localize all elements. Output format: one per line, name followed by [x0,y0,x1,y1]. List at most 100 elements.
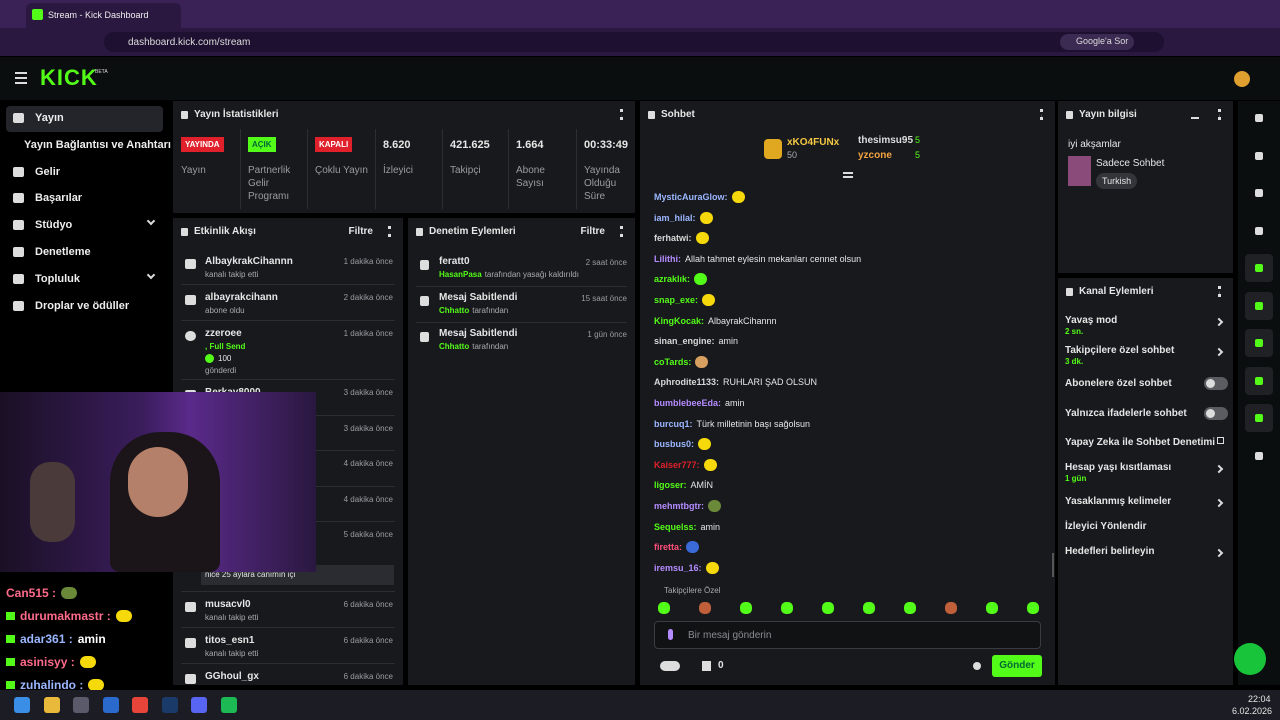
action-label[interactable]: İzleyici Yönlendir [1065,521,1147,532]
chat-user[interactable]: sinan_engine: [654,336,715,347]
pin-toggle[interactable] [843,172,853,178]
avatar[interactable] [1234,71,1250,87]
rail-icon [1255,451,1263,460]
chat-user[interactable]: coTards: [654,356,692,367]
taskbar-app[interactable] [132,697,148,713]
taskbar-app[interactable] [14,697,30,713]
more-button[interactable] [1040,109,1043,120]
taskbar-app[interactable] [161,697,178,713]
chat-message: Lilithi: Allah tahmet eylesin mekanları c… [654,251,861,267]
tag[interactable]: Turkish [1096,173,1138,189]
action-label[interactable]: Hesap yaşı kısıtlaması [1065,462,1172,473]
emote-picker-item[interactable] [781,602,793,614]
chat-user[interactable]: firetta: [654,542,683,553]
taskbar-app[interactable] [73,697,89,713]
nav-item[interactable]: Topluluk [35,272,81,285]
chevron[interactable] [1214,464,1224,474]
toggle[interactable] [1204,377,1228,390]
chat-user[interactable]: Lilithi: [654,253,681,264]
chat-user[interactable]: busbus0: [654,439,695,450]
settings-icon[interactable] [973,662,981,670]
chat-user[interactable]: bumblebeeEda: [654,398,722,408]
chevron[interactable] [1214,317,1224,327]
emote [703,458,717,471]
nav-item[interactable]: Başarılar [35,192,83,205]
more-button[interactable] [1218,109,1221,120]
nav-icon [13,247,24,257]
badge [6,612,15,620]
nav-item[interactable]: Denetleme [35,246,91,258]
chat-user[interactable]: MysticAuraGlow: [654,192,728,202]
emote-picker-item[interactable] [658,602,670,614]
chat-message: bumblebeeEda: amin [654,395,745,411]
filter-button[interactable]: Filtre [580,226,605,237]
chat-user[interactable]: ligoser: [654,480,687,491]
action-label[interactable]: Yalnızca ifadelerle sohbet [1065,408,1187,419]
emote-picker-item[interactable] [945,602,957,614]
action-label[interactable]: Takipçilere özel sohbet [1065,345,1175,356]
edit-icon[interactable] [1191,111,1199,119]
emote [708,500,721,512]
logo[interactable]: KICK [40,65,98,90]
chat-user[interactable]: Sequelss: [654,521,697,532]
action-label[interactable]: Yavaş mod [1065,315,1118,326]
more-button[interactable] [620,109,623,120]
taskbar-app[interactable] [102,697,119,713]
chevron[interactable] [1214,347,1224,357]
event-time: 6 dakika önce [343,672,393,681]
chat-user[interactable]: snap_exe: [654,295,699,305]
row-divider [181,320,395,321]
emote-picker-item[interactable] [699,602,711,614]
action-label[interactable]: Abonelere özel sohbet [1065,378,1172,389]
divider [442,129,443,209]
nav-item[interactable]: Gelir [35,165,61,178]
taskbar-app[interactable] [43,697,60,713]
url-field[interactable] [104,32,1164,52]
row-divider [416,322,627,323]
action-detail: tarafından [472,342,509,351]
emote-picker-item[interactable] [1027,602,1039,614]
emote-picker-item[interactable] [740,602,752,614]
taskbar-app[interactable] [220,697,237,713]
emote-picker-item[interactable] [822,602,834,614]
search-chip[interactable]: Google'a Sor [1060,34,1135,50]
tab[interactable]: Stream - Kick Dashboard [26,3,181,28]
emote-picker-item[interactable] [986,602,998,614]
action-label[interactable]: Yapay Zeka ile Sohbet Denetimi [1065,437,1216,448]
nav-item[interactable]: Yayın [35,112,64,124]
nav-item[interactable]: Stüdyo [35,219,73,232]
action-label[interactable]: Hedefleri belirleyin [1065,546,1155,557]
nav-item[interactable]: Droplar ve ödüller [35,299,130,312]
chat-user[interactable]: KingKocak: [654,315,705,326]
action-line: Chhatto tarafından [439,342,508,351]
chat-user[interactable]: azraklık: [654,274,691,285]
chat-user[interactable]: burcuq1: [654,418,693,429]
toggle[interactable] [1204,407,1228,420]
chat-input[interactable] [654,621,1041,649]
emote-picker-item[interactable] [863,602,875,614]
external-icon[interactable] [1217,437,1224,444]
chat-user[interactable]: ferhatwi: [654,233,692,244]
more-button[interactable] [620,226,623,237]
send-button[interactable]: Gönder [992,655,1042,677]
support-button[interactable] [1234,643,1266,675]
rail-icon [1255,301,1263,310]
chat-user[interactable]: mehmtbgtr: [654,501,704,511]
more-button[interactable] [1218,286,1221,297]
action-line: HasanPasa tarafından yasağı kaldırıldı [439,270,579,279]
more-button[interactable] [388,226,391,237]
action-sub: 1 gün [1065,474,1087,483]
filter-button[interactable]: Filtre [348,226,373,237]
action-label[interactable]: Yasaklanmış kelimeler [1065,496,1172,507]
row-divider [416,286,627,287]
taskbar-app[interactable] [191,697,207,713]
chat-user[interactable]: Kaiser777: [654,459,700,470]
chat-user[interactable]: Aphrodite1133: [654,377,720,388]
chevron[interactable] [1214,498,1224,508]
nav-item[interactable]: Yayın Bağlantısı ve Anahtarı [24,138,171,151]
chevron[interactable] [1214,548,1224,558]
chat-user[interactable]: iam_hilal: [654,212,696,223]
emote-picker-item[interactable] [904,602,916,614]
status-badge: AÇIK [248,137,276,152]
chat-user[interactable]: iremsu_16: [654,562,702,573]
